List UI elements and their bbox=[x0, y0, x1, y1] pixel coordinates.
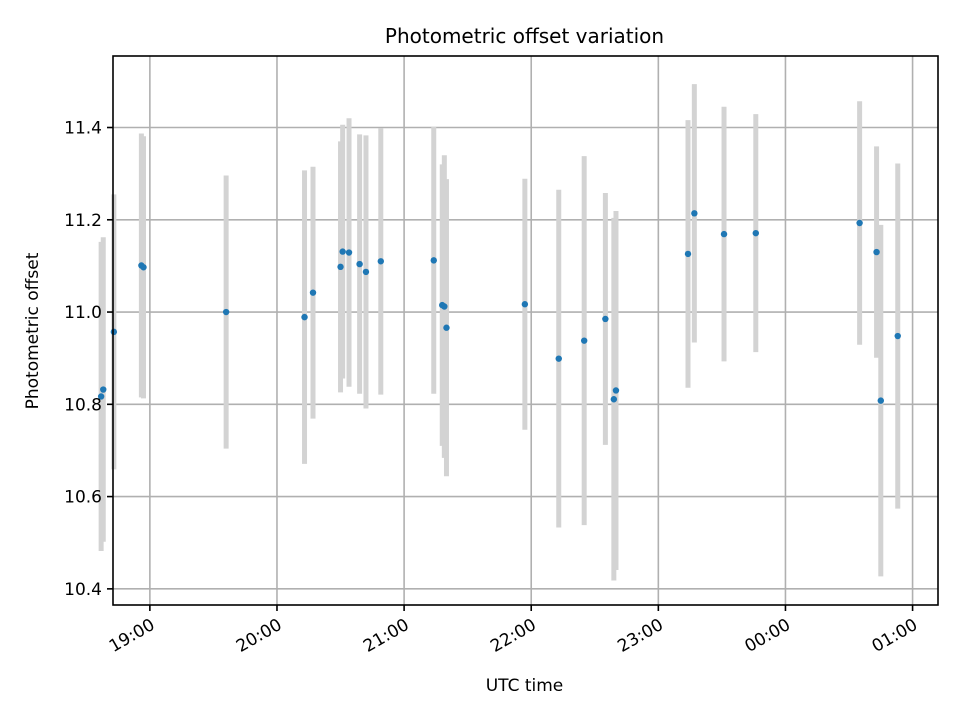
data-point bbox=[100, 386, 107, 393]
y-tick-label: 11.4 bbox=[64, 119, 102, 139]
data-point bbox=[877, 397, 884, 404]
data-point bbox=[873, 248, 880, 256]
data-point bbox=[856, 219, 863, 227]
chart-title: Photometric offset variation bbox=[385, 24, 664, 48]
x-axis-label: UTC time bbox=[486, 676, 564, 696]
plot-frame bbox=[112, 55, 939, 606]
data-point bbox=[97, 393, 105, 400]
y-tick-label: 11.0 bbox=[64, 303, 102, 323]
data-point bbox=[377, 258, 384, 265]
y-tick-label: 10.4 bbox=[64, 580, 102, 600]
data-point bbox=[612, 387, 620, 394]
data-point bbox=[691, 210, 698, 217]
data-point bbox=[309, 289, 317, 296]
data-point bbox=[602, 315, 609, 323]
data-point bbox=[610, 396, 618, 403]
data-point bbox=[345, 249, 353, 256]
data-point bbox=[337, 263, 344, 271]
data-point bbox=[752, 229, 759, 237]
data-point bbox=[684, 250, 692, 258]
data-point bbox=[301, 313, 308, 321]
data-points bbox=[97, 210, 901, 404]
data-point bbox=[720, 230, 728, 238]
y-tick-label: 10.6 bbox=[64, 488, 102, 508]
data-point bbox=[339, 248, 346, 255]
data-point bbox=[430, 257, 437, 264]
data-point bbox=[894, 332, 901, 340]
y-axis-label: Photometric offset bbox=[23, 252, 43, 409]
data-point bbox=[441, 303, 448, 310]
data-point bbox=[222, 308, 230, 316]
y-tick-label: 10.8 bbox=[64, 395, 102, 415]
data-point bbox=[580, 337, 588, 344]
data-point bbox=[140, 264, 147, 271]
data-point bbox=[356, 260, 363, 268]
data-point bbox=[362, 268, 370, 276]
data-point bbox=[521, 301, 529, 308]
data-point bbox=[443, 324, 450, 331]
y-tick-label: 11.2 bbox=[64, 211, 102, 231]
data-point bbox=[555, 355, 562, 362]
data-point bbox=[110, 328, 118, 336]
